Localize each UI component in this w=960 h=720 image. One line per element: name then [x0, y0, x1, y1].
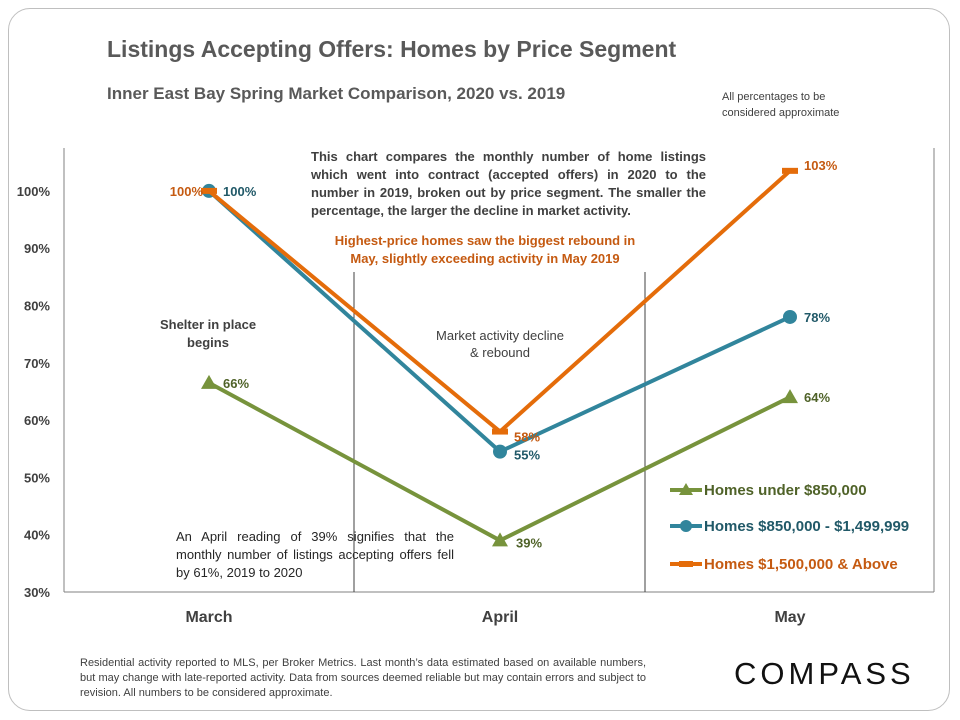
legend-marker: [679, 561, 693, 567]
data-point-marker: [782, 167, 798, 174]
data-point-marker: [201, 187, 217, 194]
market-activity-annotation: Market activity decline & rebound: [436, 328, 564, 360]
y-tick-label: 100%: [17, 184, 51, 199]
legend-label: Homes $850,000 - $1,499,999: [704, 518, 909, 535]
footer-disclaimer: Residential activity reported to MLS, pe…: [80, 657, 646, 699]
data-label: 66%: [223, 376, 249, 391]
legend-marker: [679, 483, 693, 495]
description-annotation: This chart compares the monthly number o…: [311, 149, 706, 218]
legend-label: Homes $1,500,000 & Above: [704, 556, 898, 573]
data-point-marker: [492, 428, 508, 435]
data-point-marker: [493, 444, 507, 459]
series-layer: Homes under $850,000 Homes $850,000 - $1,…: [201, 167, 909, 573]
x-tick-label: May: [774, 609, 805, 626]
data-label: 78%: [804, 310, 830, 325]
y-tick-label: 80%: [24, 299, 50, 314]
april-note-annotation: An April reading of 39% signifies that t…: [176, 529, 454, 580]
x-tick-label: April: [482, 609, 518, 626]
data-label: 64%: [804, 390, 830, 405]
chart-title: Listings Accepting Offers: Homes by Pric…: [107, 36, 677, 62]
y-tick-label: 30%: [24, 585, 50, 600]
data-point-marker: [783, 309, 797, 324]
data-label: 100%: [170, 184, 204, 199]
x-tick-label: March: [185, 609, 232, 626]
data-point-marker: [782, 389, 798, 404]
y-tick-label: 60%: [24, 413, 50, 428]
data-label: 100%: [223, 184, 257, 199]
data-label: 55%: [514, 448, 540, 463]
series-line: [207, 189, 791, 454]
shelter-annotation: Shelter in place begins: [159, 317, 257, 350]
data-labels-layer: 66% 39% 64% 100% 55% 78% 100% 58% 103%: [170, 158, 838, 551]
y-tick-label: 70%: [24, 356, 50, 371]
data-point-marker: [492, 532, 508, 547]
data-point-marker: [201, 374, 217, 389]
approximate-note: All percentages to be considered approxi…: [722, 91, 840, 119]
data-label: 103%: [804, 158, 838, 173]
chart-subtitle: Inner East Bay Spring Market Comparison,…: [107, 84, 566, 103]
slide-frame: [8, 8, 950, 711]
chart-axes: 30% 40% 50% 60% 70% 80% 90% 100% March April May: [17, 148, 935, 626]
legend-label: Homes under $850,000: [704, 482, 867, 499]
y-tick-label: 50%: [24, 470, 50, 485]
data-label: 58%: [514, 430, 540, 445]
rebound-annotation: Highest-price homes saw the biggest rebo…: [334, 233, 636, 266]
data-label: 39%: [516, 535, 542, 550]
y-tick-label: 90%: [24, 241, 50, 256]
y-tick-label: 40%: [24, 528, 50, 543]
legend-marker: [680, 520, 692, 532]
compass-logo: COMPASS: [734, 656, 915, 691]
series-line: [208, 381, 791, 543]
